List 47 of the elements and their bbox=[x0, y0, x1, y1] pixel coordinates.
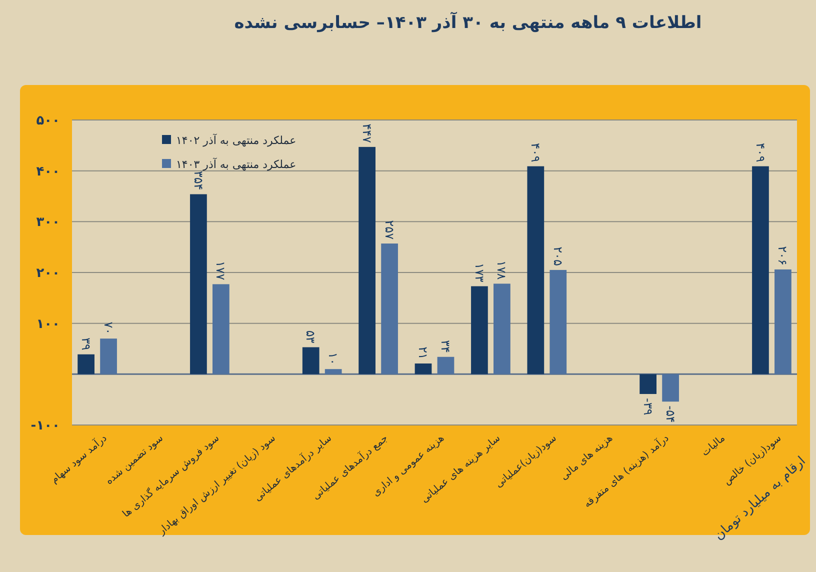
bar bbox=[100, 338, 117, 374]
bar bbox=[662, 374, 679, 402]
data-label: ۱۷۷ bbox=[214, 260, 228, 281]
y-tick-label: ۵۰۰ bbox=[36, 114, 60, 129]
data-label: ۲۵۷ bbox=[382, 220, 396, 240]
bar bbox=[414, 363, 432, 374]
x-tick-label: درآمد سود سهام bbox=[48, 431, 110, 486]
data-label: ۳۵۴ bbox=[191, 170, 206, 190]
data-label: ۷۰ bbox=[101, 322, 116, 335]
bar bbox=[494, 284, 510, 374]
y-tick-label: ۳۰۰ bbox=[36, 215, 60, 230]
y-tick-label: ۱۰۰ bbox=[36, 316, 60, 332]
data-label: ۲۰۵ bbox=[550, 246, 565, 266]
bar bbox=[640, 374, 656, 394]
bar bbox=[437, 356, 454, 374]
data-label: ۱۰ bbox=[326, 352, 340, 366]
data-label: ۴۰۹ bbox=[528, 142, 542, 162]
bar bbox=[212, 284, 230, 374]
bar bbox=[752, 166, 769, 374]
data-label: ۱۷۳ bbox=[472, 262, 486, 283]
data-label: ۴۴۷ bbox=[360, 124, 374, 144]
data-label: ۲۱ bbox=[416, 346, 430, 360]
x-tick-label: مالیات bbox=[700, 432, 728, 459]
chart-title: اطلاعات ۹ ماهه منتهی به ۳۰ آذر ۱۴۰۳– حسابرسی نشده bbox=[234, 11, 702, 33]
y-tick-label: ۲۰۰ bbox=[36, 266, 60, 282]
bar bbox=[550, 270, 567, 374]
bar bbox=[381, 244, 398, 374]
bar bbox=[324, 369, 342, 374]
data-label: -۳۹ bbox=[640, 398, 655, 416]
bar bbox=[471, 286, 488, 374]
bar bbox=[190, 194, 207, 374]
data-label: ۴۰۹ bbox=[753, 142, 768, 162]
y-tick-label: ۴۰۰ bbox=[36, 164, 60, 180]
bar bbox=[358, 146, 376, 374]
bar bbox=[774, 269, 792, 374]
y-tick-label: -۱۰۰ bbox=[30, 418, 60, 434]
data-label: ۳۹ bbox=[78, 337, 93, 350]
bar bbox=[302, 347, 320, 374]
data-label: ۱۷۸ bbox=[494, 260, 509, 280]
bar bbox=[527, 166, 544, 374]
legend-label: عملکرد منتهی به آذر ۱۴۰۲ bbox=[176, 132, 296, 147]
data-label: -۵۴ bbox=[663, 406, 678, 423]
data-label: ۲۰۶ bbox=[776, 246, 790, 266]
data-label: ۵۳ bbox=[304, 330, 318, 344]
legend-label: عملکرد منتهی به آذر ۱۴۰۳ bbox=[176, 156, 296, 171]
data-label: ۳۴ bbox=[438, 340, 453, 353]
bar bbox=[78, 354, 94, 374]
